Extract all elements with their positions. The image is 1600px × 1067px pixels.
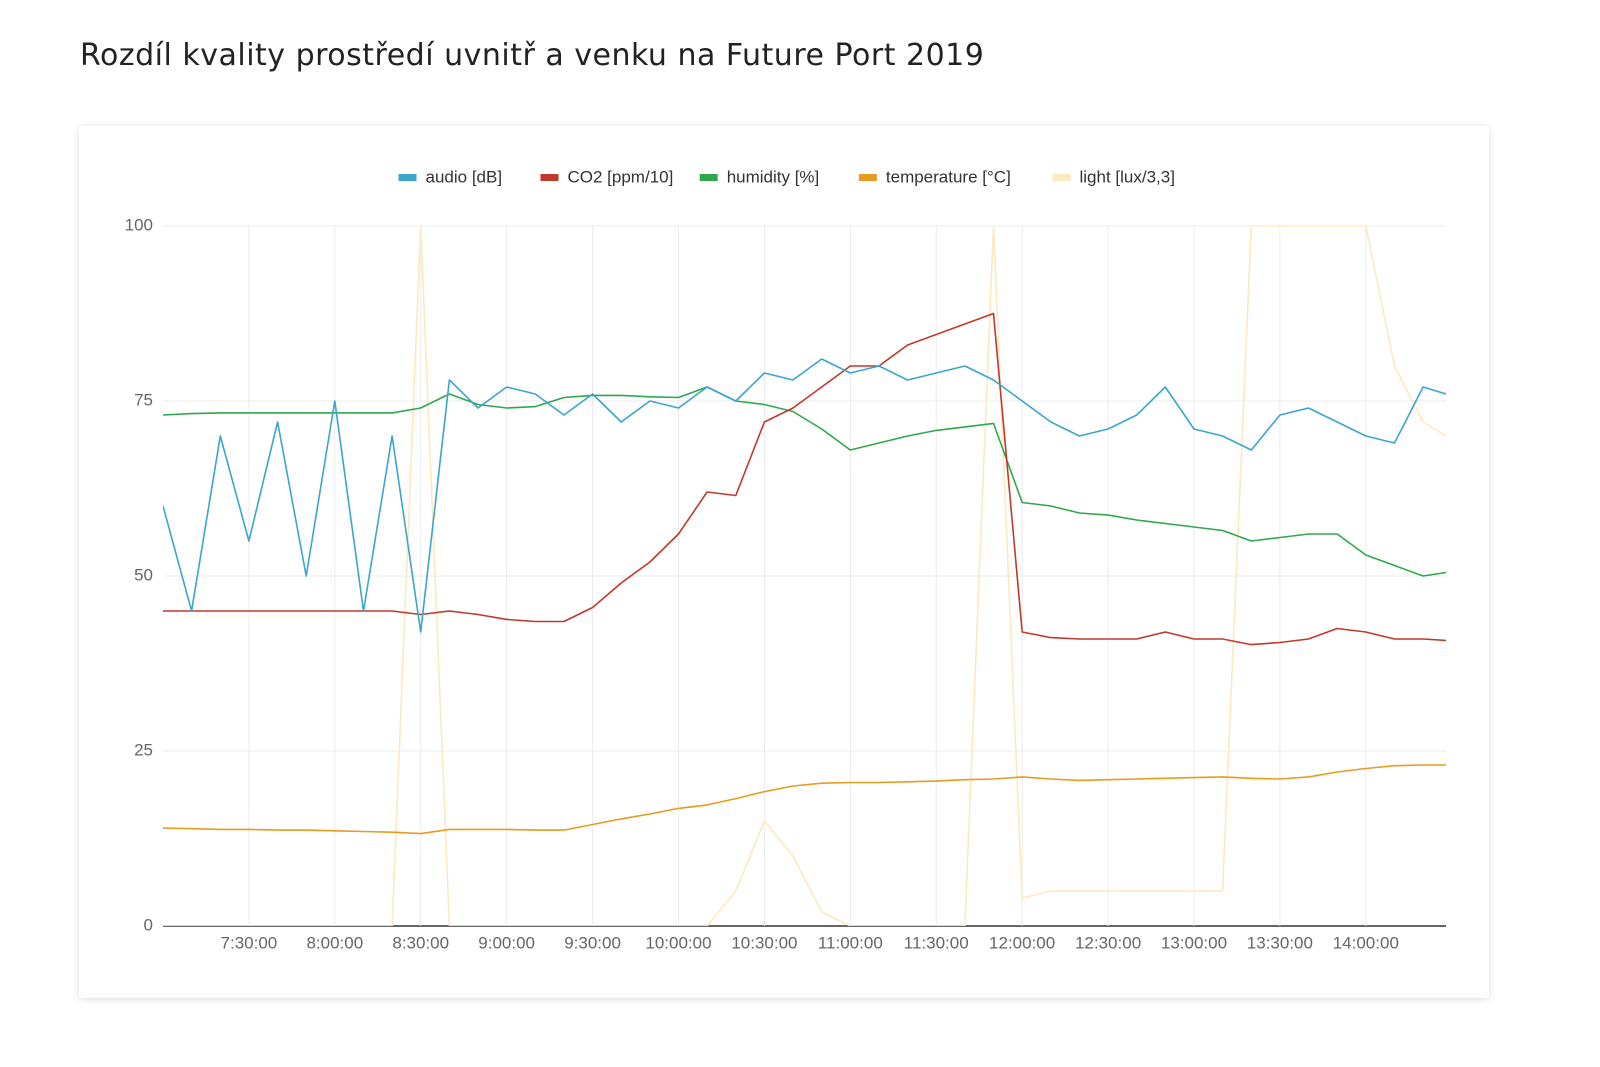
chart-title: Rozdíl kvality prostředí uvnitř a venku …	[80, 38, 985, 73]
legend-swatch	[699, 174, 718, 181]
series-line	[163, 226, 1446, 926]
grid: 0 25 50 75 100 7:30:00 8:00:00 8:30:00 9:00:00 9:…	[125, 215, 1446, 952]
x-tick-label: 13:00:00	[1161, 933, 1227, 952]
legend-label: temperature [°C]	[886, 167, 1011, 186]
legend-label: audio [dB]	[426, 167, 503, 186]
legend-swatch	[540, 174, 559, 181]
legend-swatch	[1052, 174, 1071, 181]
chart-card	[79, 126, 1489, 998]
series-line	[163, 764, 1446, 835]
x-tick-label: 11:00:00	[818, 933, 883, 952]
x-tick-label: 10:30:00	[731, 933, 797, 952]
x-tick-label: 8:00:00	[306, 933, 363, 952]
legend: audio [dB] CO2 [ppm/10] humidity [%] temper…	[398, 167, 1175, 186]
y-tick-label: 50	[134, 565, 153, 584]
x-tick-label: 14:00:00	[1333, 933, 1399, 952]
x-tick-label: 8:30:00	[392, 933, 449, 952]
x-tick-label: 11:30:00	[904, 933, 969, 952]
x-tick-label: 13:30:00	[1247, 933, 1313, 952]
y-tick-label: 25	[134, 740, 153, 759]
x-tick-label: 12:30:00	[1075, 933, 1141, 952]
legend-label: light [lux/3,3]	[1080, 167, 1175, 186]
y-tick-label: 100	[125, 215, 153, 234]
x-tick-label: 12:00:00	[989, 933, 1055, 952]
legend-label: CO2 [ppm/10]	[568, 167, 674, 186]
x-tick-label: 7:30:00	[221, 933, 278, 952]
series-line	[163, 312, 1446, 646]
plot-area	[163, 226, 1446, 926]
legend-label: humidity [%]	[727, 167, 820, 186]
series-line	[163, 386, 1446, 577]
y-tick-label: 0	[144, 915, 153, 934]
x-tick-label: 9:00:00	[478, 933, 535, 952]
y-tick-label: 75	[134, 390, 153, 409]
legend-swatch	[398, 174, 417, 181]
x-tick-label: 10:00:00	[645, 933, 711, 952]
x-tick-label: 9:30:00	[564, 933, 621, 952]
series-line	[163, 358, 1446, 633]
legend-swatch	[858, 174, 877, 181]
